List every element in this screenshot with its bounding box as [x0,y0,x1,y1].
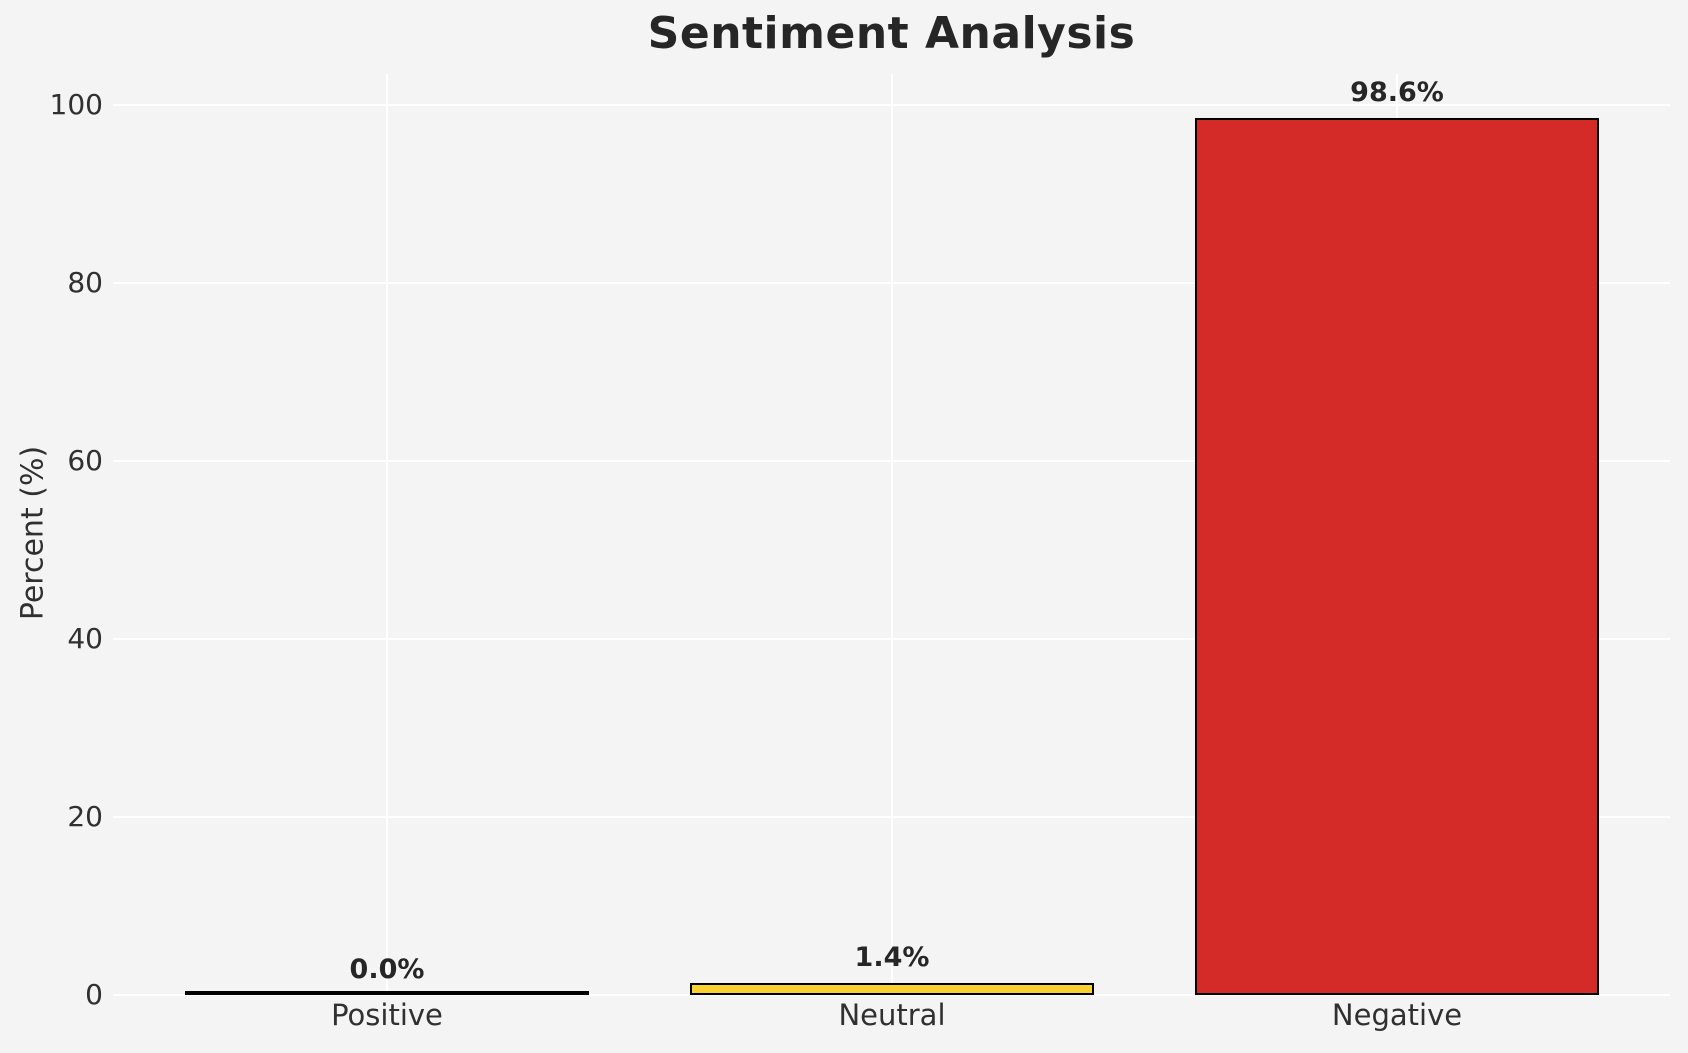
bar-neutral [690,982,1094,995]
gridline-horizontal [113,994,1670,996]
gridline-vertical [891,74,893,995]
bar-positive [185,991,589,995]
y-tick-label: 60 [67,444,103,478]
plot-area: 0.0% 1.4% 98.6% [113,74,1670,996]
bar-value-label: 98.6% [1350,76,1444,108]
gridline-vertical [386,74,388,995]
chart-title: Sentiment Analysis [647,8,1136,59]
x-tick-label-negative: Negative [1331,998,1463,1032]
bar-value-label: 1.4% [854,941,930,973]
y-tick-label: 40 [67,622,103,656]
x-tick-label-neutral: Neutral [838,998,946,1032]
y-tick-label: 20 [67,800,103,834]
bar-value-label: 0.0% [349,954,425,985]
y-tick-label: 0 [85,978,103,1011]
bar-negative [1195,117,1599,995]
y-tick-label: 80 [67,266,103,300]
x-tick-label-positive: Positive [331,998,443,1032]
y-tick-label: 100 [49,88,103,122]
